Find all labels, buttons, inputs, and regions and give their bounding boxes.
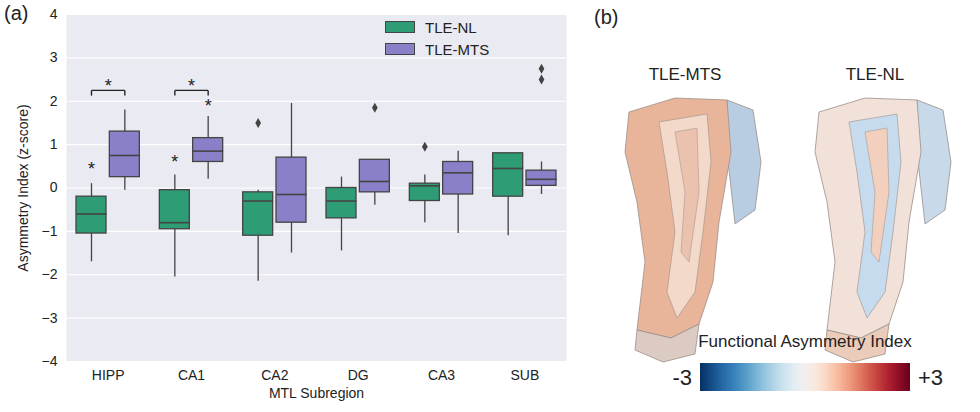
html-text:TLE-MTS: TLE-MTS <box>425 40 490 58</box>
svg-text:SUB: SUB <box>510 367 539 383</box>
html-text:TLE-NL: TLE-NL <box>425 18 477 36</box>
svg-text:+3: +3 <box>918 365 943 390</box>
svg-text:*: * <box>171 152 178 172</box>
svg-text:*: * <box>105 76 112 96</box>
svg-text:(b): (b) <box>594 6 618 28</box>
svg-text:HIPP: HIPP <box>92 367 125 383</box>
svg-text:*: * <box>88 159 95 179</box>
svg-text:1: 1 <box>50 136 58 152</box>
svg-text:4: 4 <box>50 6 58 22</box>
svg-text:0: 0 <box>50 179 58 195</box>
svg-text:CA2: CA2 <box>261 367 288 383</box>
svg-text:−3: −3 <box>42 310 58 326</box>
svg-text:2: 2 <box>50 93 58 109</box>
svg-text:DG: DG <box>348 367 369 383</box>
svg-text:−2: −2 <box>42 266 58 282</box>
svg-text:*: * <box>205 96 212 116</box>
svg-text:CA3: CA3 <box>428 367 455 383</box>
svg-text:Asymmetry Index (z-score): Asymmetry Index (z-score) <box>15 104 31 271</box>
svg-text:3: 3 <box>50 49 58 65</box>
svg-text:−1: −1 <box>42 223 58 239</box>
svg-text:MTL Subregion: MTL Subregion <box>269 385 364 401</box>
svg-text:−4: −4 <box>42 353 58 369</box>
svg-text:Functional Asymmetry Index: Functional Asymmetry Index <box>698 332 912 351</box>
svg-text:*: * <box>188 76 195 96</box>
svg-text:-3: -3 <box>672 365 692 390</box>
svg-text:TLE-NL: TLE-NL <box>846 65 905 84</box>
svg-text:TLE-MTS: TLE-MTS <box>649 65 722 84</box>
html-text:(a): (a) <box>4 2 29 24</box>
svg-text:CA1: CA1 <box>178 367 205 383</box>
